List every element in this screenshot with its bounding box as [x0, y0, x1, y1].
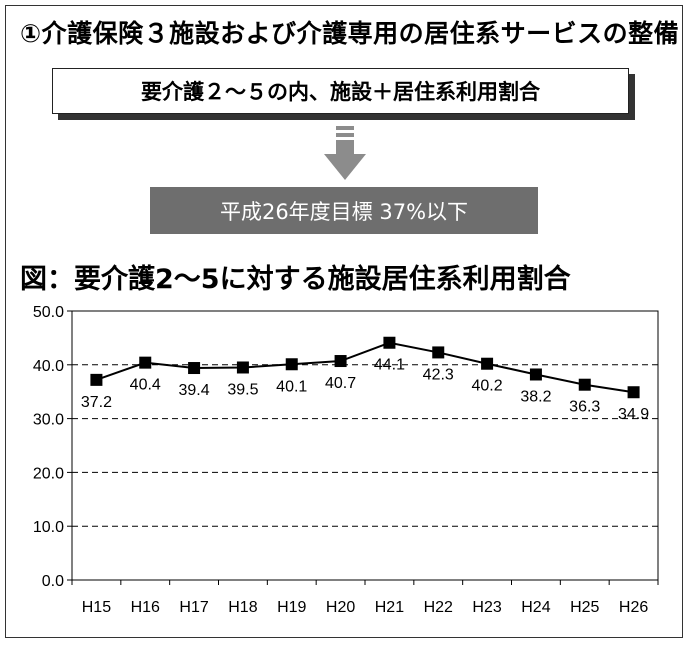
data-label: 42.3	[423, 366, 454, 383]
goal-box: 平成26年度目標 37%以下	[150, 187, 538, 234]
x-tick-label: H19	[277, 599, 306, 616]
data-label: 40.1	[276, 378, 307, 395]
x-tick-label: H24	[521, 599, 550, 616]
chart-title: 図：要介護2～5に対する施設居住系利用割合	[20, 264, 571, 295]
goal-label: 平成26年度目標 37%以下	[219, 199, 469, 224]
y-tick-label: 20.0	[33, 465, 64, 482]
data-point	[139, 356, 152, 369]
series-line	[96, 341, 634, 394]
y-tick-label: 40.0	[33, 358, 64, 375]
x-tick-label: H21	[375, 599, 404, 616]
data-label: 40.4	[130, 377, 161, 394]
data-point	[236, 361, 249, 374]
x-tick-label: H22	[424, 599, 453, 616]
data-label: 40.2	[472, 378, 503, 395]
data-point	[627, 386, 640, 399]
data-point	[529, 368, 542, 381]
x-tick-label: H16	[131, 599, 160, 616]
x-tick-label: H26	[619, 599, 648, 616]
down-arrow-icon	[324, 126, 366, 180]
data-label: 39.4	[179, 382, 210, 399]
data-point	[188, 362, 201, 375]
y-tick-label: 0.0	[42, 573, 64, 590]
data-point	[383, 336, 396, 349]
x-tick-label: H20	[326, 599, 355, 616]
x-tick-label: H18	[228, 599, 257, 616]
data-label: 40.7	[325, 375, 356, 392]
data-point	[481, 357, 494, 370]
data-label: 39.5	[227, 381, 258, 398]
y-tick-label: 30.0	[33, 412, 64, 429]
x-tick-label: H23	[472, 599, 501, 616]
y-tick-label: 10.0	[33, 519, 64, 536]
data-point	[334, 355, 347, 368]
x-tick-label: H25	[570, 599, 599, 616]
data-point	[285, 358, 298, 371]
data-point	[432, 346, 445, 359]
figure-frame	[5, 5, 683, 638]
target-label: 要介護２～５の内、施設＋居住系利用割合	[141, 80, 540, 104]
page-title: ①介護保険３施設および介護専用の居住系サービスの整備	[20, 19, 680, 48]
data-label: 34.9	[618, 406, 649, 423]
data-label: 38.2	[520, 388, 551, 405]
data-point	[90, 373, 103, 386]
data-label: 37.2	[81, 394, 112, 411]
y-tick-label: 50.0	[33, 304, 64, 321]
data-point	[578, 378, 591, 391]
data-label: 44.1	[374, 357, 405, 374]
x-tick-label: H17	[179, 599, 208, 616]
x-tick-label: H15	[82, 599, 111, 616]
data-label: 36.3	[569, 399, 600, 416]
target-label-box: 要介護２～５の内、施設＋居住系利用割合	[52, 68, 629, 114]
